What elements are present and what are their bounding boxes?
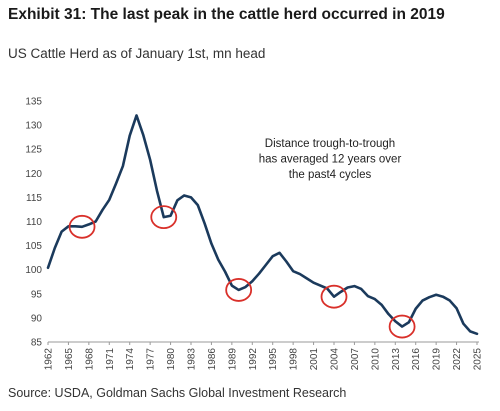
y-tick-label: 125 — [25, 145, 42, 156]
annotation-line: the past4 cycles — [289, 169, 372, 181]
x-tick-label: 1983 — [187, 348, 198, 371]
y-tick-label: 100 — [25, 265, 42, 276]
x-tick-label: 2013 — [391, 348, 402, 371]
trough-circle — [320, 284, 348, 309]
source-note: Source: USDA, Goldman Sachs Global Inves… — [8, 386, 347, 400]
trough-circle — [150, 205, 178, 230]
chart-annotation: Distance trough-to-trough has averaged 12… — [259, 138, 402, 181]
x-axis-tick-labels: 1962 1965 1968 1971 1974 1977 1980 1983 1986 1989… — [44, 348, 484, 371]
x-tick-label: 1992 — [248, 348, 259, 371]
y-tick-label: 120 — [25, 169, 42, 180]
y-tick-label: 105 — [25, 241, 42, 252]
trough-circle — [68, 214, 96, 239]
x-tick-label: 1974 — [125, 348, 136, 371]
x-tick-label: 2004 — [330, 348, 341, 371]
trough-circle — [225, 278, 253, 302]
y-tick-label: 115 — [26, 193, 42, 204]
y-tick-label: 85 — [31, 338, 43, 349]
x-tick-label: 1977 — [146, 348, 157, 371]
x-tick-label: 1962 — [44, 348, 55, 371]
x-tick-label: 2016 — [411, 348, 422, 371]
chart-subtitle: US Cattle Herd as of January 1st, mn hea… — [8, 46, 266, 61]
trough-circle — [388, 314, 416, 339]
y-tick-label: 135 — [25, 97, 42, 108]
y-tick-label: 130 — [25, 121, 42, 132]
y-axis-tick-labels: 85 90 95 100 105 110 115 120 125 130 135 — [25, 97, 42, 349]
x-tick-label: 1998 — [289, 348, 300, 371]
series-group — [46, 114, 479, 336]
exhibit-title: Exhibit 31: The last peak in the cattle … — [8, 6, 445, 23]
x-tick-label: 2022 — [452, 348, 463, 371]
annotation-line: has averaged 12 years over — [259, 154, 402, 166]
cattle-herd-series-line — [46, 114, 479, 336]
annotation-line: Distance trough-to-trough — [265, 138, 395, 150]
x-tick-label: 2010 — [370, 348, 381, 371]
trough-circles — [68, 205, 416, 339]
x-tick-label: 1980 — [166, 348, 177, 371]
y-tick-label: 110 — [26, 217, 42, 228]
x-tick-label: 1968 — [84, 348, 95, 371]
x-tick-label: 2007 — [350, 348, 361, 371]
x-tick-label: 1971 — [105, 348, 116, 371]
x-tick-label: 1995 — [268, 348, 279, 371]
x-tick-label: 1986 — [207, 348, 218, 371]
y-tick-label: 90 — [31, 313, 43, 324]
x-tick-label: 2019 — [432, 348, 443, 371]
x-tick-label: 2025 — [473, 348, 484, 371]
x-tick-label: 2001 — [309, 348, 320, 371]
chart-axes — [47, 341, 479, 345]
y-tick-label: 95 — [31, 289, 43, 300]
x-tick-label: 1989 — [227, 348, 238, 371]
x-tick-label: 1965 — [64, 348, 75, 371]
